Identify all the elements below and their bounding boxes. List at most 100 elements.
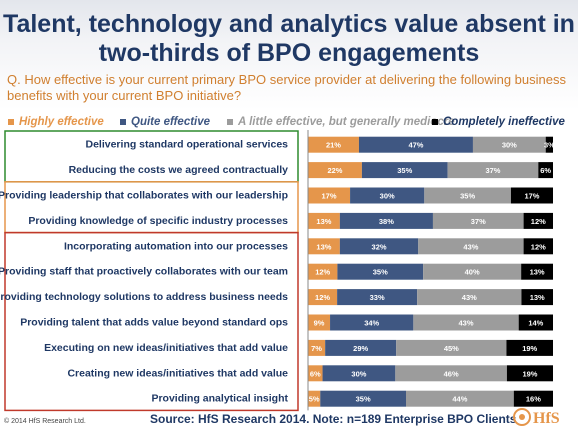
- legend-swatch-highly-effective: [8, 119, 14, 125]
- survey-question: Q. How effective is your current primary…: [7, 72, 566, 103]
- bar-value-label: 45%: [444, 344, 459, 353]
- bar-value-label: 30%: [351, 369, 366, 378]
- bar-value-label: 43%: [463, 242, 478, 251]
- bar-value-label: 32%: [372, 242, 387, 251]
- bar-value-label: 13%: [316, 242, 331, 251]
- bar-segment: [447, 162, 539, 179]
- bar-segment: [513, 390, 553, 407]
- page-title-line-1: Talent, technology and analytics value a…: [3, 10, 575, 38]
- bar-value-label: 19%: [522, 369, 537, 378]
- category-label: Providing knowledge of specific industry…: [28, 215, 288, 227]
- legend-item-completely-ineffective: Completely ineffective: [432, 115, 565, 129]
- bar-segment: [361, 162, 448, 179]
- bar-segment: [325, 339, 397, 356]
- category-label: Creating new ideas/initiatives that add …: [67, 367, 288, 379]
- bar-segment: [320, 390, 406, 407]
- page-title: Talent, technology and analytics value a…: [0, 10, 578, 68]
- bar-value-label: 12%: [315, 268, 330, 277]
- bar-segment: [406, 390, 514, 407]
- bar-value-label: 38%: [379, 217, 394, 226]
- bar-segment: [339, 212, 433, 229]
- logo-swirl-icon: [513, 408, 531, 426]
- bar-value-label: 12%: [531, 217, 546, 226]
- hfs-logo: HfS: [513, 408, 560, 427]
- page-title-line-2: two-thirds of BPO engagements: [98, 39, 480, 67]
- bar-segment: [308, 162, 362, 179]
- legend-label-highly-effective: Highly effective: [19, 116, 104, 128]
- bar-segment: [506, 339, 553, 356]
- legend-item-highly-effective: Highly effective: [8, 115, 104, 129]
- bar-value-label: 35%: [373, 268, 388, 277]
- bar-segment: [418, 238, 524, 255]
- bar-segment: [308, 339, 326, 356]
- bar-segment: [308, 136, 359, 153]
- legend-swatch-quite-effective: [120, 119, 126, 125]
- bar-segment: [308, 365, 323, 382]
- bar-segment: [308, 238, 340, 255]
- bar-segment: [358, 136, 473, 153]
- bar-value-label: 3%: [544, 141, 555, 150]
- legend-label-quite-effective: Quite effective: [131, 116, 211, 128]
- category-label: Executing on new ideas/initiatives that …: [44, 342, 288, 354]
- legend-item-quite-effective: Quite effective: [120, 115, 210, 129]
- bar-value-label: 21%: [326, 141, 341, 150]
- bar-segment: [308, 390, 321, 407]
- category-label: Reducing the costs we agreed contractual…: [69, 164, 289, 176]
- bar-segment: [417, 289, 522, 306]
- bar-value-label: 19%: [522, 344, 537, 353]
- bar-value-label: 6%: [540, 166, 551, 175]
- bar-value-label: 12%: [315, 293, 330, 302]
- logo-text: HfS: [533, 410, 560, 427]
- category-label: Incorporating automation into our proces…: [64, 240, 288, 252]
- bar-segment: [330, 314, 414, 331]
- bar-value-label: 44%: [452, 395, 467, 404]
- bar-segment: [337, 289, 418, 306]
- bar-segment: [545, 136, 553, 153]
- bar-segment: [322, 365, 396, 382]
- bar-value-label: 43%: [462, 293, 477, 302]
- bar-value-label: 12%: [531, 242, 546, 251]
- bar-value-label: 6%: [310, 369, 321, 378]
- bar-value-label: 34%: [364, 319, 379, 328]
- bar-value-label: 46%: [444, 369, 459, 378]
- bar-segment: [308, 263, 338, 280]
- bar-value-label: 14%: [528, 319, 543, 328]
- bar-segment: [538, 162, 553, 179]
- legend-label-completely-ineffective: Completely ineffective: [443, 116, 565, 128]
- bar-value-label: 16%: [526, 395, 541, 404]
- bar-value-label: 35%: [356, 395, 371, 404]
- legend-item-a-little-effective: A little effective, but generally medioc…: [227, 115, 455, 129]
- logo-dot-icon: [519, 414, 525, 420]
- bar-segment: [413, 314, 519, 331]
- bar-segment: [396, 339, 507, 356]
- bar-segment: [510, 187, 553, 204]
- legend-label-a-little-effective: A little effective, but generally medioc…: [238, 116, 455, 128]
- bar-segment: [523, 238, 553, 255]
- bar-value-label: 13%: [316, 217, 331, 226]
- chart-legend: Highly effective Quite effective A littl…: [8, 115, 574, 129]
- bar-segment: [395, 365, 507, 382]
- bar-value-label: 30%: [502, 141, 517, 150]
- bar-segment: [308, 212, 340, 229]
- bar-value-label: 5%: [309, 395, 320, 404]
- category-label: Providing talent that adds value beyond …: [20, 317, 288, 329]
- bar-segment: [308, 314, 331, 331]
- bar-segment: [308, 187, 351, 204]
- legend-swatch-a-little-effective: [227, 119, 233, 125]
- bar-value-label: 40%: [465, 268, 480, 277]
- bar-segment: [523, 212, 553, 229]
- bar-segment: [521, 289, 553, 306]
- bar-value-label: 29%: [353, 344, 368, 353]
- bar-value-label: 22%: [327, 166, 342, 175]
- bar-value-label: 33%: [370, 293, 385, 302]
- bar-segment: [424, 187, 511, 204]
- bar-segment: [337, 263, 424, 280]
- bar-value-label: 17%: [524, 192, 539, 201]
- category-label: Delivering standard operational services: [86, 139, 289, 151]
- bar-value-label: 13%: [530, 293, 545, 302]
- bar-value-label: 9%: [314, 319, 325, 328]
- bar-value-label: 13%: [530, 268, 545, 277]
- bar-value-label: 37%: [485, 166, 500, 175]
- bar-value-label: 37%: [471, 217, 486, 226]
